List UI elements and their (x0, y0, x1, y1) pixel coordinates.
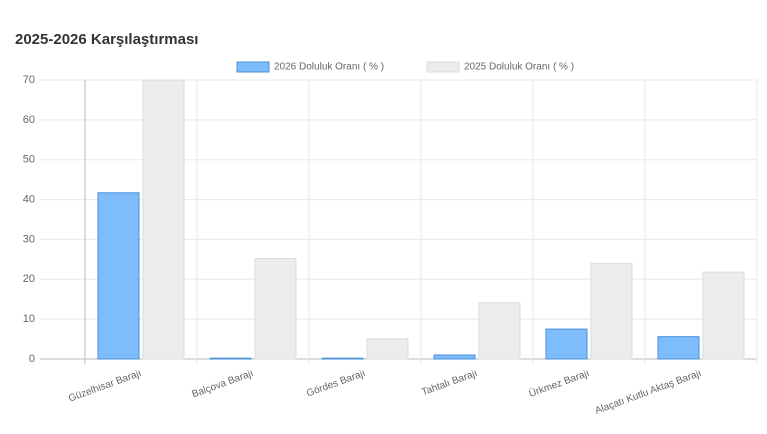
y-tick-label: 40 (23, 193, 35, 205)
bar (209, 357, 252, 360)
bar (366, 338, 409, 360)
bar (433, 354, 476, 360)
y-tick-label: 70 (23, 74, 35, 86)
y-tick-label: 0 (29, 353, 35, 365)
legend-label: 2025 Doluluk Oranı ( % ) (464, 62, 574, 73)
y-tick-label: 60 (23, 114, 35, 126)
legend-swatch (236, 61, 270, 73)
x-tick-label: Balçova Barajı (191, 368, 255, 400)
x-tick-label: Tahtalı Barajı (420, 368, 479, 398)
bar (702, 271, 745, 360)
y-tick-label: 10 (23, 313, 35, 325)
y-tick-label: 30 (23, 233, 35, 245)
x-tick-label: Güzelhisar Barajı (67, 368, 143, 405)
legend-swatch (426, 61, 460, 73)
bar (142, 79, 185, 360)
legend-label: 2026 Doluluk Oranı ( % ) (274, 62, 384, 73)
y-tick-label: 50 (23, 154, 35, 166)
bar (254, 258, 297, 360)
bar (321, 357, 364, 360)
bar (97, 192, 140, 360)
y-tick-label: 20 (23, 273, 35, 285)
x-tick-label: Alaçatı Kutlu Aktaş Barajı (594, 368, 703, 417)
x-tick-label: Gördes Barajı (305, 368, 367, 399)
bar (478, 302, 521, 360)
bar (545, 328, 588, 360)
bar (590, 262, 633, 360)
bar (657, 336, 700, 360)
x-tick-label: Ürkmez Barajı (527, 367, 591, 400)
chart-title: 2025-2026 Karşılaştırması (15, 31, 198, 48)
